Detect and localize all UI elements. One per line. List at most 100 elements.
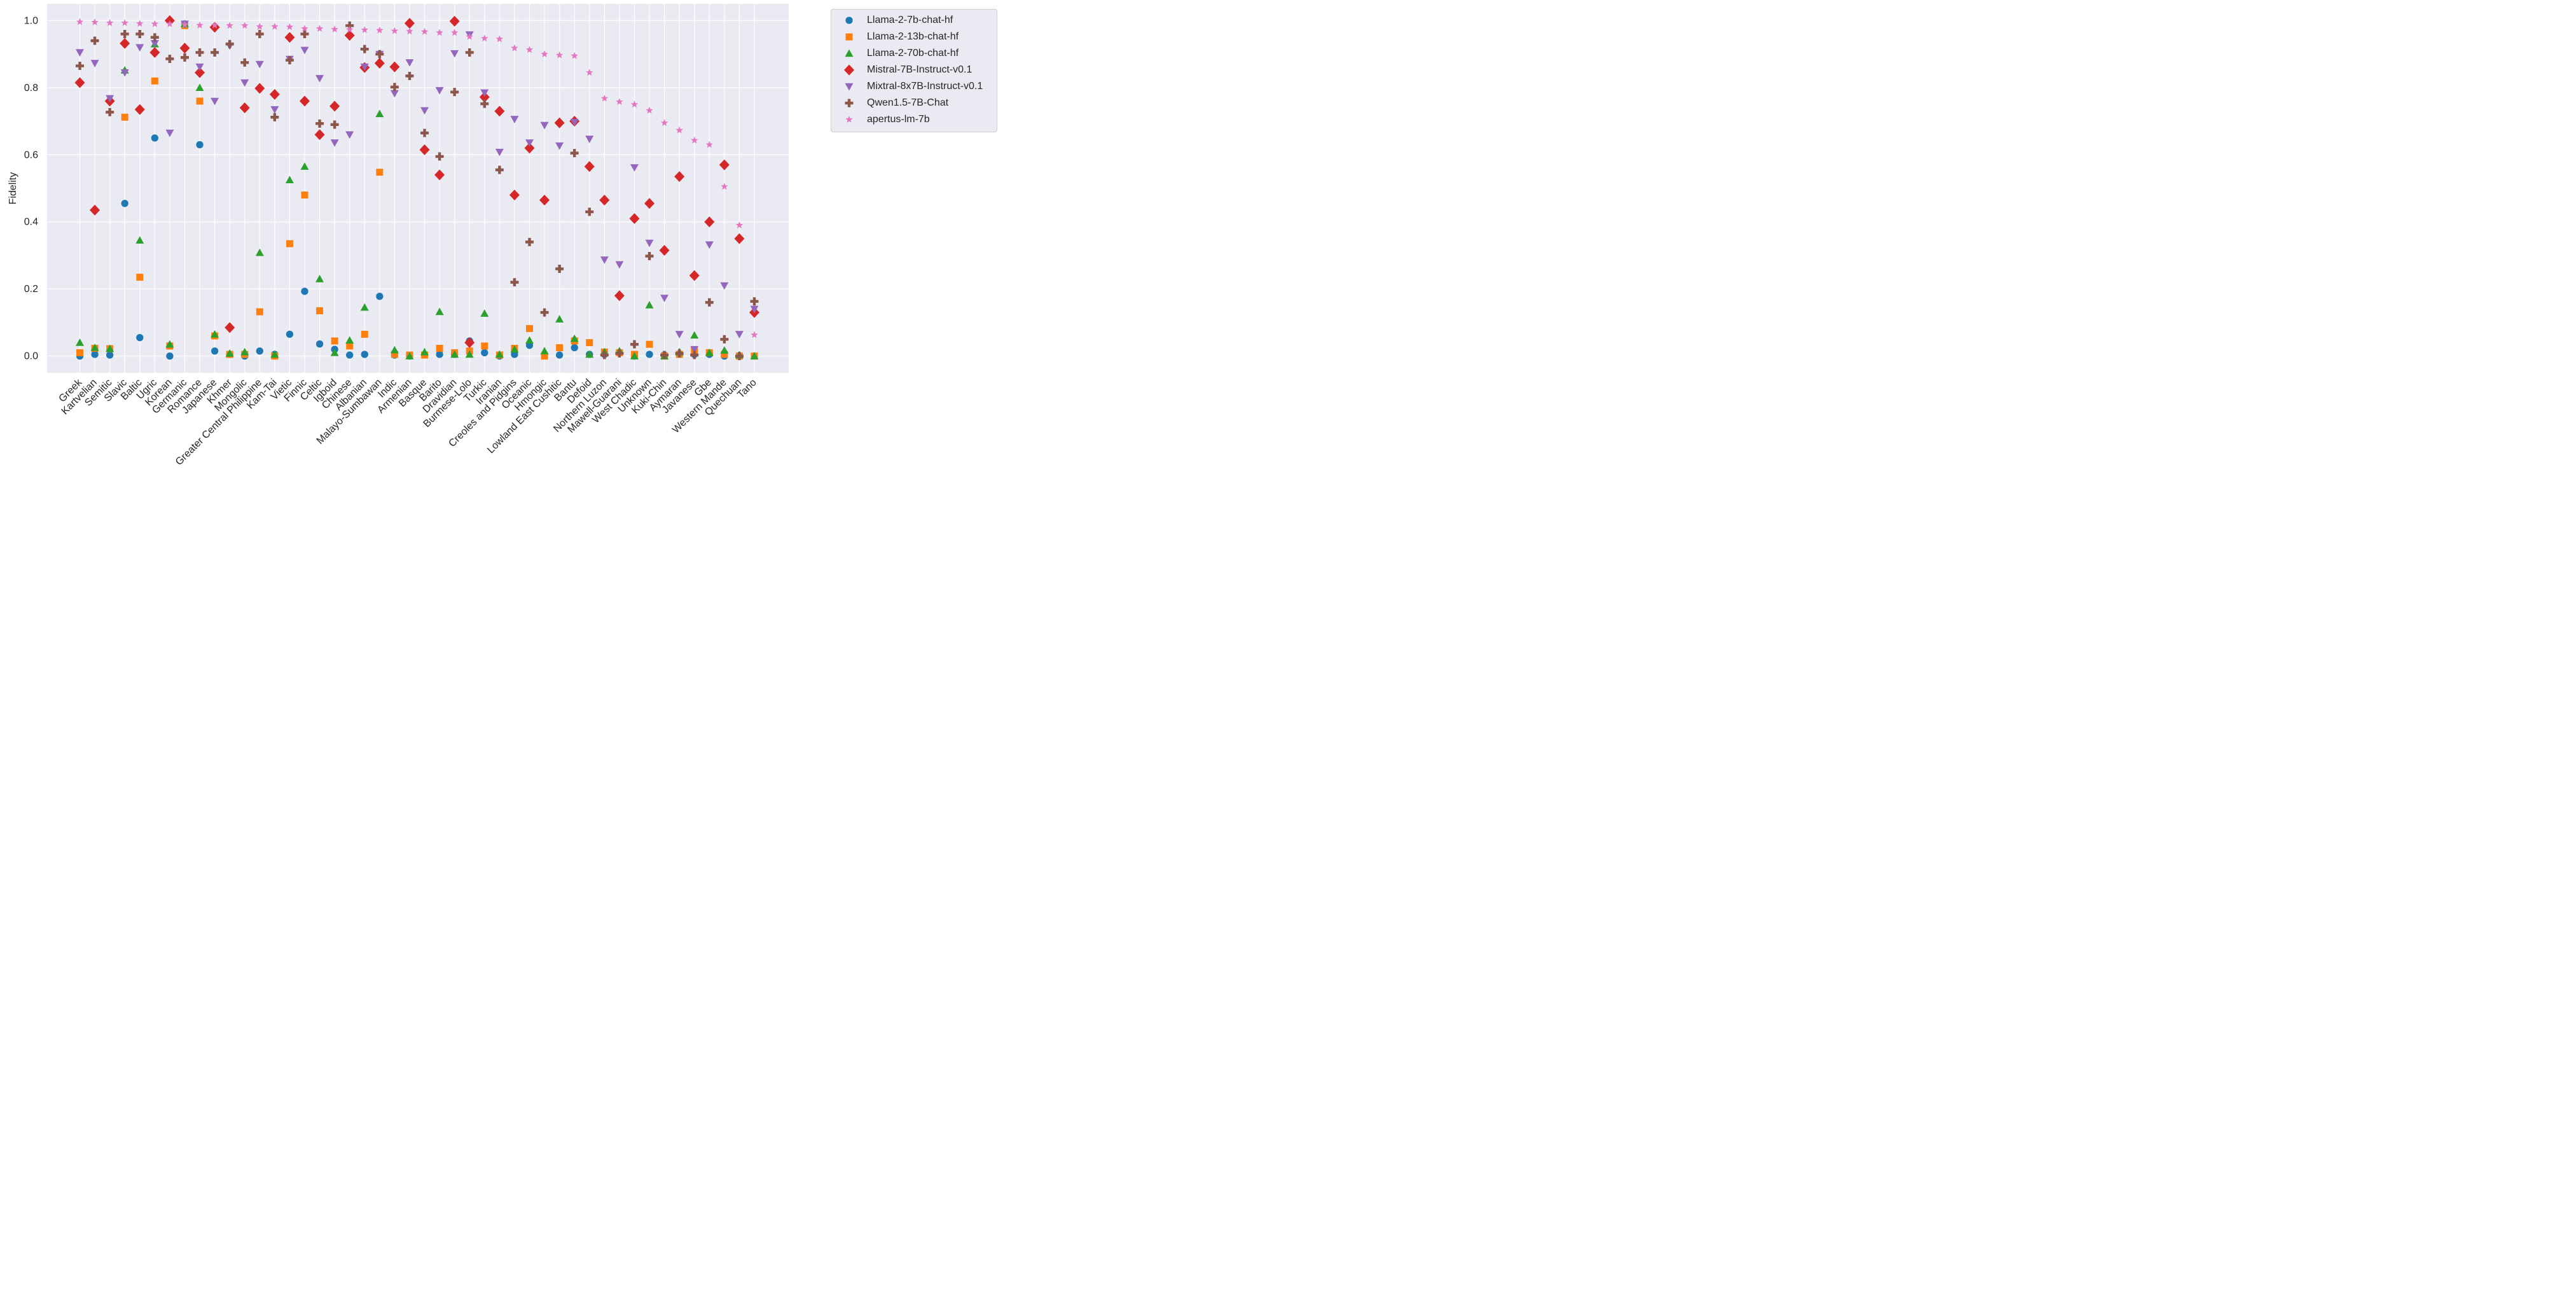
data-point: [495, 165, 504, 174]
data-point: [734, 233, 745, 244]
data-point: [241, 22, 249, 29]
fidelity-scatter-chart: 0.0 0.2 0.4 0.6 0.8 1.0 GreekKartvelianSemiti…: [8, 4, 789, 468]
data-point: [165, 352, 174, 360]
data-point: [360, 45, 369, 53]
data-point: [434, 169, 445, 181]
data-point: [450, 50, 459, 58]
data-point: [539, 194, 550, 206]
data-point: [270, 350, 279, 358]
data-point: [240, 58, 249, 67]
data-point: [481, 342, 488, 350]
data-point: [390, 83, 399, 92]
legend-label: Llama-2-70b-chat-hf: [867, 48, 959, 59]
data-point: [435, 152, 444, 161]
data-point: [211, 48, 219, 57]
legend-marker-plus-icon: [831, 97, 867, 109]
data-point: [90, 343, 99, 351]
data-point: [376, 26, 384, 34]
data-point: [450, 350, 459, 358]
data-point: [585, 136, 594, 143]
data-point: [255, 248, 264, 256]
data-point: [719, 159, 730, 171]
data-point: [675, 331, 684, 338]
data-point: [600, 256, 609, 264]
data-points: [74, 15, 759, 361]
data-point: [106, 344, 114, 352]
data-point: [300, 95, 310, 107]
data-point: [511, 44, 518, 52]
data-point: [750, 305, 759, 314]
data-point: [286, 23, 294, 31]
data-point: [121, 113, 128, 121]
data-point: [270, 113, 279, 122]
data-point: [690, 331, 699, 339]
x-axis-ticks: GreekKartvelianSemiticSlavicBalticUgricK…: [57, 377, 758, 468]
data-point: [541, 352, 548, 360]
data-point: [136, 20, 144, 27]
data-point: [329, 101, 340, 112]
series-Llama-2-70b-chat-hf: [76, 20, 759, 359]
data-point: [391, 27, 399, 34]
data-point: [300, 287, 309, 296]
data-point: [435, 87, 444, 95]
data-point: [721, 183, 728, 190]
data-point: [644, 198, 655, 209]
data-point: [90, 204, 100, 216]
data-point: [405, 71, 414, 80]
data-point: [284, 32, 295, 43]
data-point: [735, 331, 744, 338]
data-point: [226, 22, 233, 29]
legend-item: Llama-2-13b-chat-hf: [831, 29, 997, 45]
data-point: [659, 245, 670, 256]
data-point: [630, 352, 639, 359]
data-point: [660, 295, 669, 302]
data-point: [570, 344, 579, 352]
data-point: [195, 63, 204, 71]
data-point: [450, 29, 459, 36]
data-point: [150, 40, 159, 48]
data-point: [510, 278, 519, 287]
data-point: [135, 44, 144, 52]
data-point: [376, 169, 384, 176]
data-point: [375, 292, 384, 301]
data-point: [136, 274, 144, 281]
legend-label: Llama-2-7b-chat-hf: [867, 15, 953, 25]
data-point: [285, 56, 294, 65]
data-point: [286, 240, 293, 247]
legend-marker-triangle-up-icon: [831, 47, 867, 60]
data-point: [674, 171, 685, 183]
legend: Llama-2-7b-chat-hf Llama-2-13b-chat-hf Lla…: [831, 9, 997, 132]
legend-marker-shape: [844, 64, 854, 76]
data-point: [239, 102, 250, 113]
data-point: [315, 340, 324, 348]
legend-label: apertus-lm-7b: [867, 114, 930, 125]
y-axis-ticks: 0.0 0.2 0.4 0.6 0.8 1.0: [24, 15, 38, 361]
data-point: [615, 349, 624, 358]
data-point: [120, 199, 129, 207]
data-point: [420, 107, 429, 115]
data-point: [330, 120, 339, 129]
data-point: [405, 352, 414, 359]
data-point: [74, 77, 85, 88]
data-point: [615, 261, 624, 269]
data-point: [705, 241, 714, 249]
data-point: [495, 35, 504, 43]
data-point: [90, 60, 99, 67]
data-point: [585, 207, 594, 216]
data-point: [196, 97, 204, 105]
legend-item: Mixtral-8x7B-Instruct-v0.1: [831, 78, 997, 95]
series-Mistral-7B-Instruct-v0.1: [74, 15, 759, 349]
data-point: [629, 213, 640, 224]
data-point: [76, 49, 84, 57]
series-Qwen1.5-7B-Chat: [75, 21, 759, 361]
data-point: [480, 99, 489, 108]
data-point: [120, 29, 129, 38]
data-point: [616, 97, 623, 105]
data-point: [390, 345, 399, 354]
data-point: [645, 239, 654, 247]
data-point: [540, 122, 549, 130]
data-point: [420, 27, 429, 35]
data-point: [195, 83, 204, 92]
y-tick-label: 0.6: [24, 150, 38, 160]
legend-marker-triangle-down-icon: [831, 80, 867, 93]
